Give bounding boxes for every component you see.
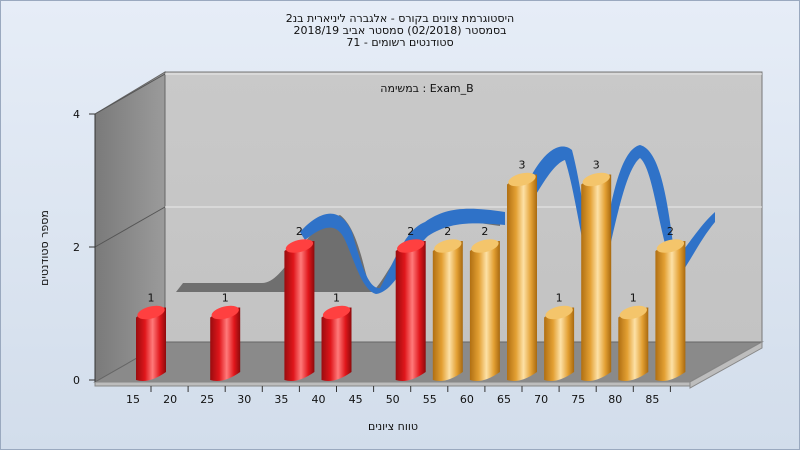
bar-cap (137, 305, 165, 320)
bar-value-label: 3 (519, 159, 526, 172)
grid-line (94, 73, 166, 115)
x-tick-label: 20 (163, 393, 177, 406)
bar-body (507, 174, 537, 381)
bar-body (655, 241, 686, 381)
bar-cap (397, 239, 425, 253)
bar-value-label: 1 (148, 292, 155, 305)
bar-body (618, 307, 649, 381)
bar: 1 (210, 292, 241, 381)
bar-body (136, 307, 166, 381)
x-tick-label: 65 (497, 393, 511, 406)
bar-value-label: 1 (222, 292, 229, 305)
bar-body (469, 241, 500, 381)
bar-value-label: 2 (296, 225, 303, 238)
bar-cap (582, 172, 610, 187)
bar-body (210, 307, 241, 381)
bar-body (395, 241, 426, 381)
bar-value-label: 2 (444, 225, 451, 238)
x-tick-label: 80 (608, 393, 622, 406)
bar-cap (211, 305, 239, 320)
bar-value-label: 1 (556, 292, 563, 305)
bars-group: 1 1 2 1 2 2 2 3 1 3 1 2 (136, 159, 686, 381)
chart-title-line-3: סטודנטים רשומים - 71 (346, 36, 454, 49)
bar-cap (434, 239, 462, 253)
bar-cap (471, 239, 499, 253)
y-tick-label: 0 (73, 374, 80, 387)
bar: 1 (544, 292, 575, 381)
bar: 2 (284, 225, 315, 381)
bar-body (284, 241, 315, 381)
x-tick-label: 40 (312, 393, 326, 406)
bar-cap (545, 305, 573, 320)
x-tick-label: 70 (534, 393, 548, 406)
bar-cap (656, 239, 685, 253)
bar-value-label: 1 (630, 292, 637, 305)
bar: 2 (655, 225, 686, 381)
x-tick-label: 55 (423, 393, 437, 406)
bar: 2 (432, 225, 463, 381)
bar-value-label: 2 (667, 225, 674, 238)
bar-body (432, 241, 463, 381)
bar-body (544, 307, 575, 381)
bar: 2 (395, 225, 426, 381)
x-tick-label: 25 (200, 393, 214, 406)
bar-value-label: 1 (333, 292, 340, 305)
x-tick-label: 15 (126, 393, 140, 406)
x-tick-label: 75 (571, 393, 585, 406)
chart-title-line-2: בסמסטר (02/2018) סמסטר אביב 2018/19 (293, 24, 507, 37)
x-axis-title: טווח ציונים (368, 420, 418, 433)
y-tick-label: 4 (73, 108, 80, 121)
grid-line (94, 206, 166, 248)
bar-body (581, 174, 612, 381)
x-tick-label: 30 (237, 393, 251, 406)
bar-value-label: 3 (593, 159, 600, 172)
bar-value-label: 2 (481, 225, 488, 238)
bar: 3 (581, 159, 612, 381)
bar: 1 (321, 292, 352, 381)
bar: 2 (469, 225, 500, 381)
bar-value-label: 2 (407, 225, 414, 238)
x-tick-label: 85 (645, 393, 659, 406)
bar-cap (285, 239, 314, 253)
bar: 1 (618, 292, 649, 381)
x-tick-label: 60 (460, 393, 474, 406)
x-tick-label: 35 (274, 393, 288, 406)
bar-cap (508, 172, 536, 187)
x-tick-label: 50 (386, 393, 400, 406)
axes-group: 0 2 4 15 20 25 30 35 40 45 50 55 60 65 70 75 80 85 (73, 108, 671, 406)
chart-title-line-1: היסטוגרמת ציונים בקורס - אלגברה ליניארית… (285, 12, 515, 25)
floor-front-edge (94, 381, 691, 387)
x-tick-label: 45 (349, 393, 363, 406)
bar: 1 (136, 292, 166, 381)
bar-cap (322, 305, 351, 320)
y-tick-label: 2 (73, 241, 80, 254)
bar-cap (619, 305, 647, 320)
bar: 3 (507, 159, 537, 381)
bar-body (321, 307, 352, 381)
y-axis-title: מספר סטודנטים (38, 210, 51, 286)
subtitle: במשימה : Exam_B (380, 82, 473, 95)
